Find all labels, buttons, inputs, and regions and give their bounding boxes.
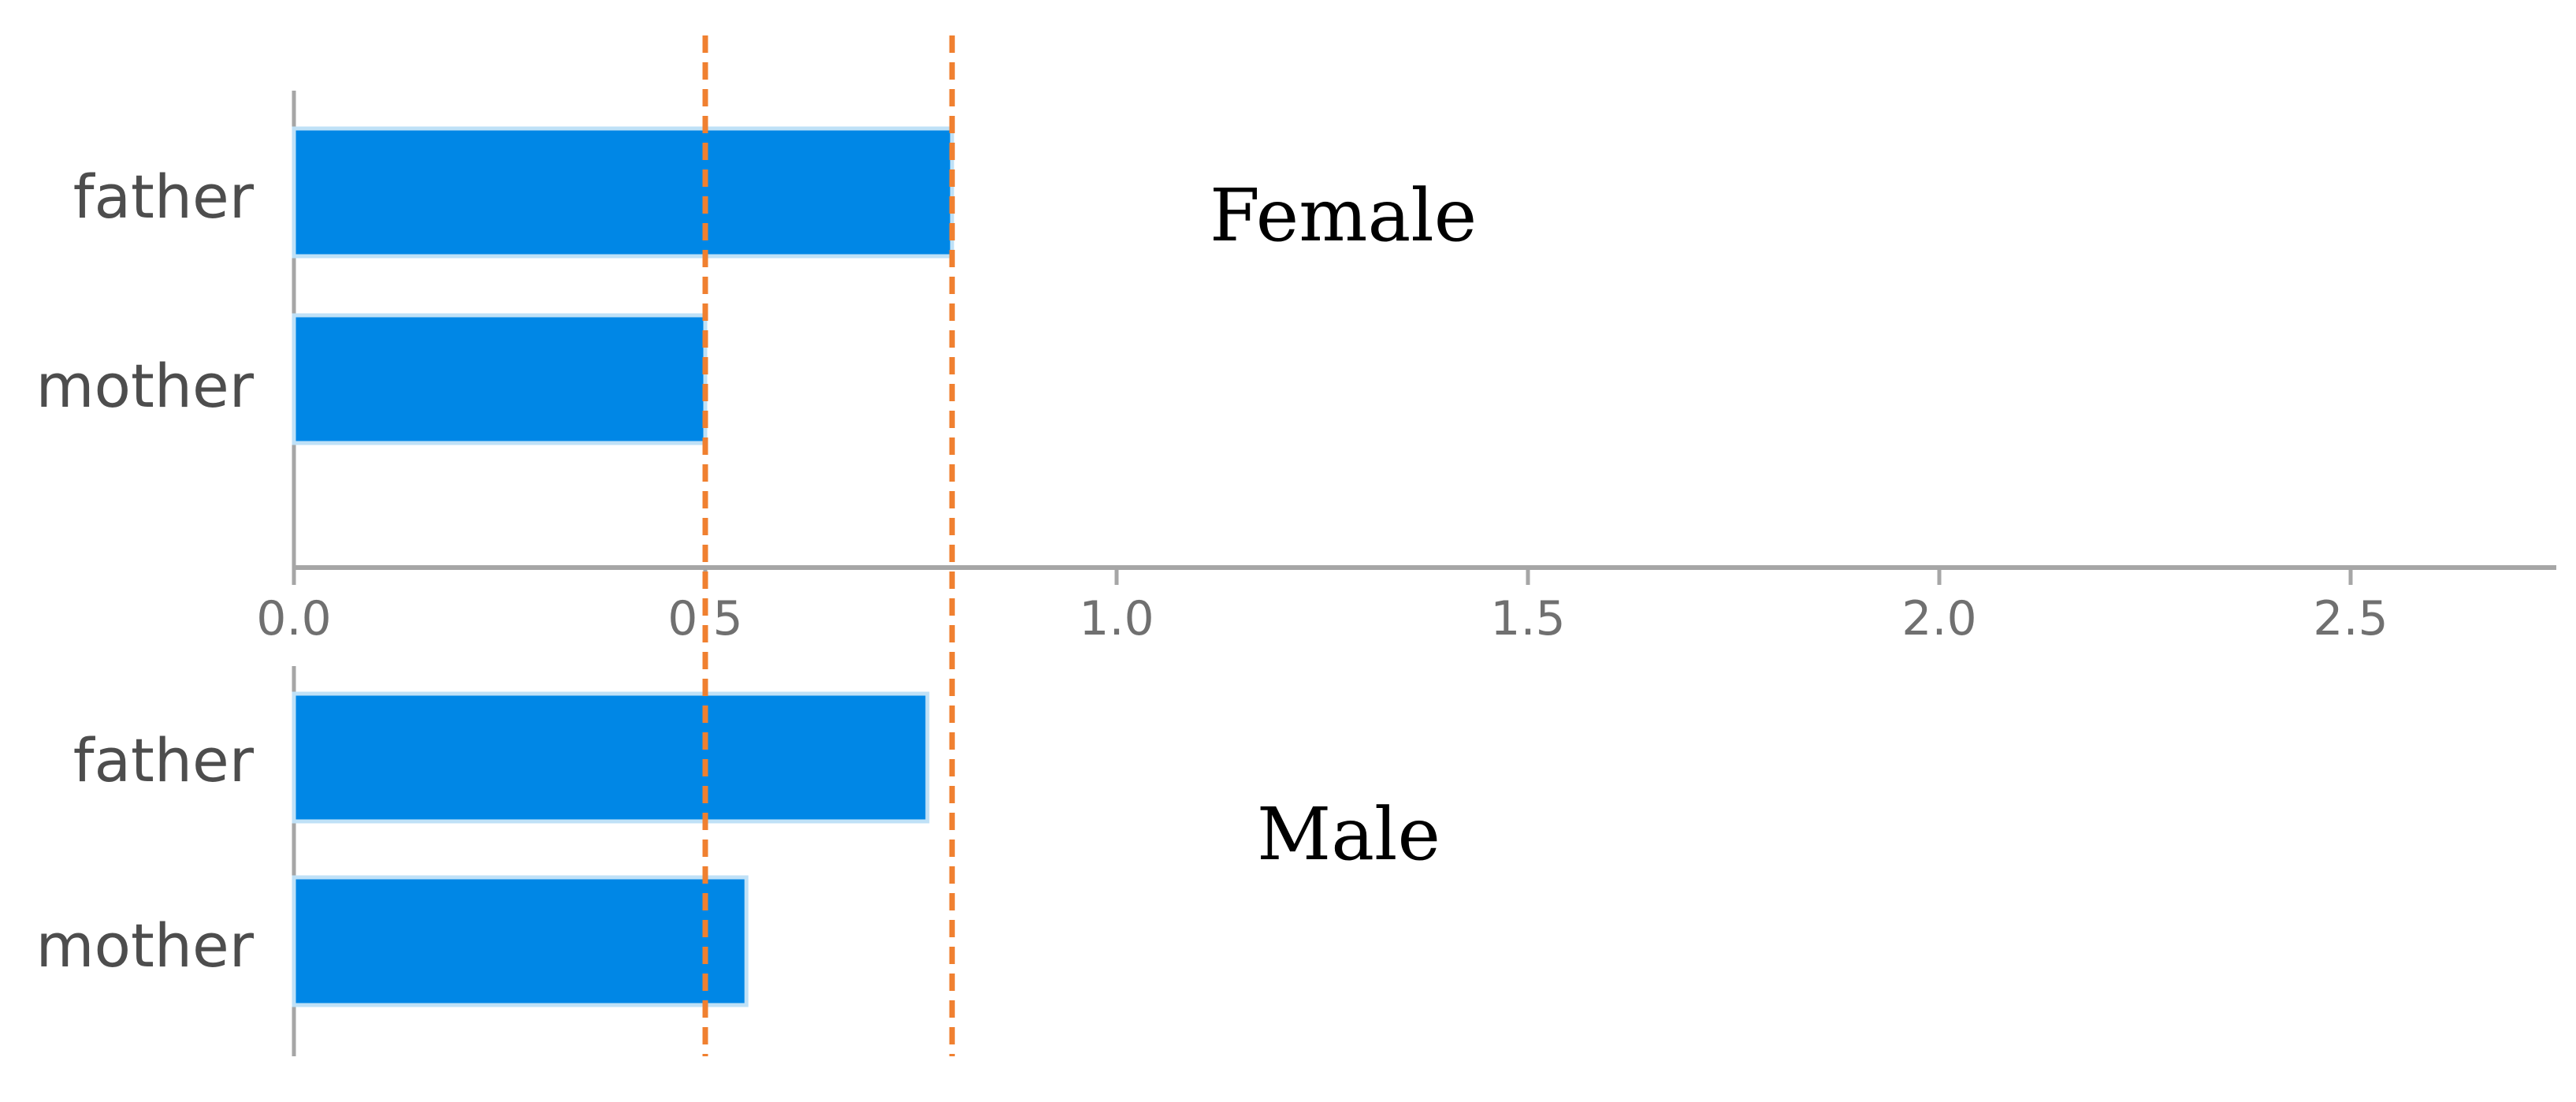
reference-lines	[702, 35, 955, 1056]
panel-label-male: Male	[1257, 792, 1440, 877]
bar-father	[292, 691, 930, 824]
x-tick-label: 1.0	[1079, 591, 1154, 646]
bar-father	[292, 126, 954, 259]
male-panel: father mother Male	[35, 666, 1440, 1056]
x-tick-label: 2.0	[1901, 591, 1976, 646]
category-label-mother: mother	[35, 351, 254, 421]
x-tick-label: 2.5	[2313, 591, 2388, 646]
bar-mother	[292, 875, 749, 1007]
x-tick-label: 1.5	[1490, 591, 1565, 646]
category-label-father: father	[73, 162, 255, 232]
bar-mother	[292, 313, 708, 445]
panel-label-female: Female	[1210, 173, 1477, 258]
category-label-father: father	[73, 725, 255, 795]
x-tick-label: 0.0	[256, 591, 331, 646]
category-label-mother: mother	[35, 910, 254, 981]
